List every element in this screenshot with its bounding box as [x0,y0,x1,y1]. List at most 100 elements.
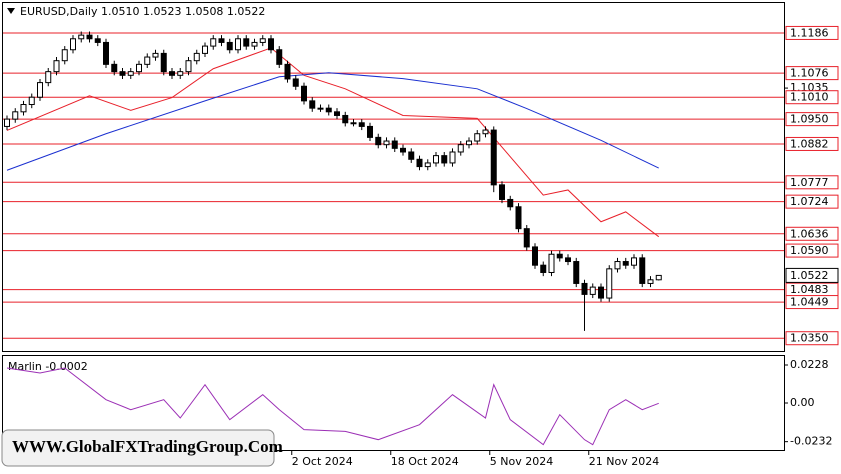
candle-body [622,261,629,266]
candle-body [259,38,266,43]
level-label: 1.0882 [790,137,829,150]
level-label: 1.0777 [790,176,829,189]
candle-body [325,107,332,113]
main-panel [2,2,785,352]
candle-body [317,107,324,110]
watermark-text: WWW.GlobalFXTradingGroup.Com [12,437,283,456]
level-label: 1.0636 [790,227,829,240]
level-label: 1.0350 [790,332,829,345]
candle-body [111,63,118,73]
candle-body [589,286,596,295]
osc-tick-label: 0.0228 [790,358,829,371]
candle-body [424,162,431,168]
level-label-box [785,66,839,81]
candle-body [367,125,373,138]
oscillator-line [6,367,659,446]
candle-body [28,96,35,106]
candle-body [614,261,621,270]
x-tick-label: 18 Oct 2024 [391,455,459,468]
candle-body [532,246,538,266]
candle-body [408,151,415,160]
candle-body [400,147,406,153]
level-label: 1.0483 [790,283,829,296]
level-label-box [785,194,839,209]
candle-body [218,38,225,43]
candle-body [268,38,274,51]
level-label: 1.1076 [790,67,829,80]
candle-body [350,122,357,125]
candle-body [86,34,93,40]
candle-body [548,253,555,273]
candle-body [573,261,580,284]
level-label: 1.0449 [790,296,829,309]
candle-body [243,38,250,47]
candle-body [598,286,604,299]
x-tick-label: 2 Oct 2024 [292,455,353,468]
candle-body [391,140,398,149]
candle-body [474,133,481,142]
candle-body [210,38,217,47]
level-label-box [785,243,839,258]
candle-body [647,279,654,284]
candle-body [375,136,382,146]
level-label: 1.0724 [790,195,829,208]
watermark: WWW.GlobalFXTradingGroup.Com [1,429,283,467]
last-price-label: 1.0522 [790,269,829,282]
level-label-box [785,25,839,40]
level-label-box [785,175,839,190]
candle-body [235,38,241,51]
candle-body [416,158,423,168]
candle-body [193,52,200,62]
level-label-box [785,331,839,346]
moving-average [6,72,659,171]
candle-body [292,78,299,87]
candle-body [169,71,175,76]
candle-body [334,111,340,116]
candle-body [226,41,233,51]
candle-body [103,41,109,65]
candle-body [12,111,19,120]
candle-body [301,85,307,102]
candle-body [70,38,76,51]
moving-average [6,47,660,238]
level-label-box [785,112,839,127]
candle-body [515,206,522,230]
candle-body [160,52,167,73]
level-label-box [785,226,839,241]
candle-body [61,49,68,62]
candle-body [639,257,646,284]
candle-body [185,60,192,73]
level-label: 1.1010 [790,91,829,104]
level-label-box [785,295,839,310]
candle-body [119,71,126,76]
watermark-box [1,429,275,467]
candle-body [507,198,514,208]
x-tick-label: 5 Nov 2024 [490,455,553,468]
candle-body [482,129,489,135]
candle-body [276,49,283,65]
candle-body [152,52,159,58]
candle-body [136,63,142,73]
candle-body [358,122,365,127]
candle-body [37,82,43,98]
candle-body [490,129,497,186]
candle-body [53,60,60,73]
candle-body [631,257,637,266]
candle-body [433,155,439,164]
candle-body [383,140,390,146]
candle-body [556,253,563,259]
candle-body [499,184,505,200]
level-label: 1.0590 [790,244,829,257]
candle-body [251,41,258,47]
candle-body [466,140,472,146]
candle-body [540,264,547,273]
candle-body [581,282,588,295]
candle-body [94,38,101,43]
candle-body [342,114,349,124]
candle-body [144,56,151,65]
candle-body [449,151,456,164]
menu-triangle [7,8,15,14]
candle-body [20,104,27,113]
